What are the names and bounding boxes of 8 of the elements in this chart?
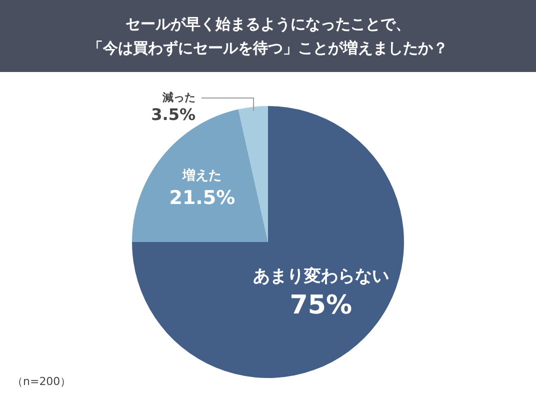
text: （n=200） xyxy=(12,374,72,389)
data-label: 75% xyxy=(290,290,352,321)
slice-label: あまり変わらない xyxy=(252,266,389,286)
chart-title: セールが早く始まるようになったことで、「今は買わずにセールを待つ」ことが増えましたか？ xyxy=(88,14,448,59)
data-label: 3.5% xyxy=(151,105,196,124)
data-label: 21.5% xyxy=(169,187,236,210)
slice-label: 減った xyxy=(162,90,196,104)
slice-label: 増えた xyxy=(182,168,222,184)
